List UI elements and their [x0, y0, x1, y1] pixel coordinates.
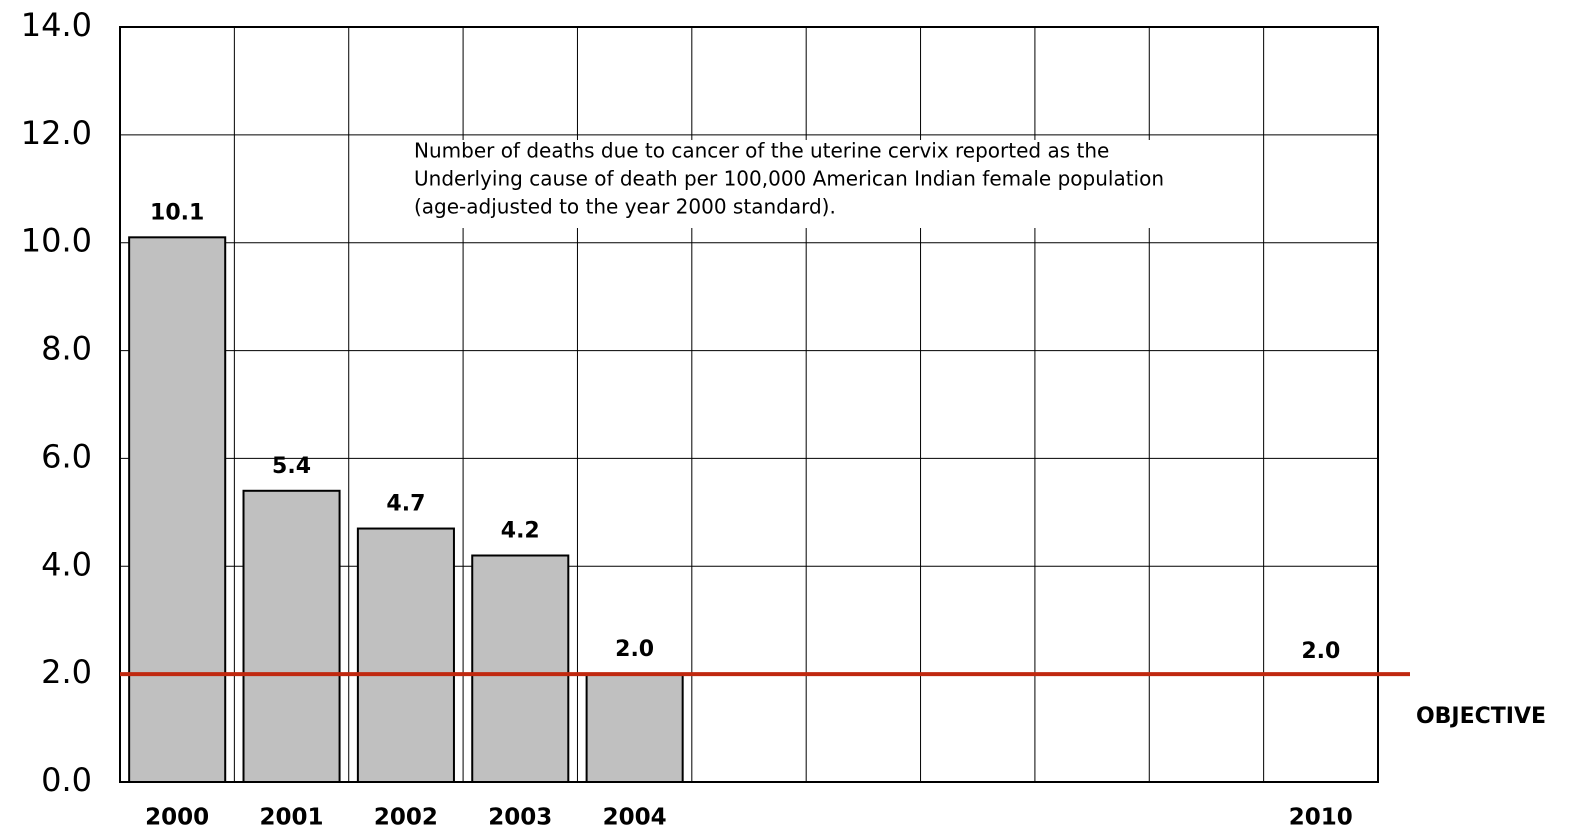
y-tick-label: 14.0 — [21, 6, 92, 44]
y-tick-label: 10.0 — [21, 222, 92, 260]
bar — [356, 527, 455, 783]
bar — [471, 554, 570, 783]
y-tick-label: 8.0 — [41, 330, 92, 368]
annotation: (age-adjusted to the year 2000 standard)… — [414, 195, 836, 219]
value-label: 4.2 — [501, 519, 540, 544]
annotation-bg — [410, 140, 1262, 228]
bar — [128, 236, 227, 784]
plot-frame — [119, 26, 1379, 783]
annotation: Underlying cause of death per 100,000 Am… — [414, 167, 1164, 191]
x-tick-label: 2003 — [488, 805, 552, 831]
x-tick-label: 2004 — [603, 805, 667, 831]
annotation: Number of deaths due to cancer of the ut… — [414, 139, 1109, 163]
y-tick-label: 0.0 — [41, 761, 92, 799]
value-label: 5.4 — [272, 454, 311, 479]
x-tick-label: 2010 — [1289, 805, 1353, 831]
y-tick-label: 2.0 — [41, 653, 92, 691]
value-label: 4.7 — [386, 492, 425, 517]
value-label: 2.0 — [615, 637, 654, 662]
y-tick-label: 12.0 — [21, 114, 92, 152]
y-tick-label: 4.0 — [41, 545, 92, 583]
y-tick-label: 6.0 — [41, 437, 92, 475]
objective-label: OBJECTIVE — [1416, 704, 1546, 729]
objective-value-label: 2.0 — [1301, 639, 1340, 664]
x-tick-label: 2000 — [145, 805, 209, 831]
x-tick-label: 2001 — [260, 805, 324, 831]
x-tick-label: 2002 — [374, 805, 438, 831]
bar — [585, 673, 684, 784]
value-label: 10.1 — [150, 200, 204, 225]
bar — [242, 489, 341, 783]
